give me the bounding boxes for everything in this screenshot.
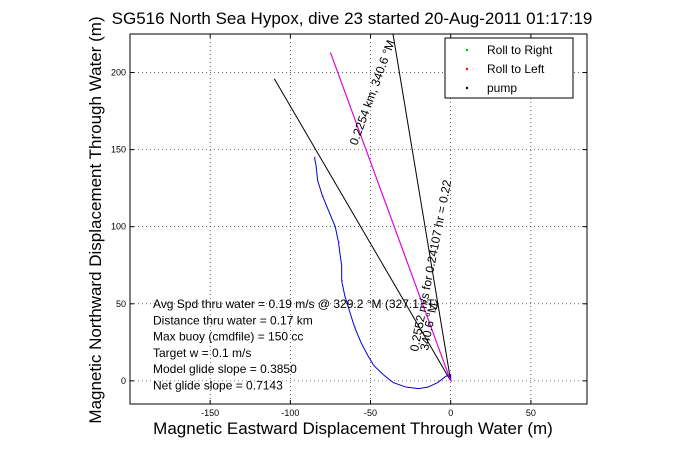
predicted-path-line bbox=[329, 52, 452, 382]
legend-label: Roll to Right bbox=[487, 43, 553, 57]
reference-line bbox=[273, 78, 452, 382]
legend-marker bbox=[465, 67, 469, 71]
x-tick-label: 50 bbox=[526, 408, 536, 418]
stat-annotation: Model glide slope = 0.3850 bbox=[153, 362, 297, 376]
stat-annotation: Target w = 0.1 m/s bbox=[153, 346, 251, 360]
ticks: -150 -100 -50 0 50 0 50 100 150 200 bbox=[111, 34, 587, 418]
y-tick-label: 100 bbox=[111, 222, 126, 232]
track-point bbox=[405, 386, 408, 388]
y-tick-label: 200 bbox=[111, 68, 126, 78]
legend-marker bbox=[465, 86, 469, 90]
x-tick-label: -150 bbox=[201, 408, 219, 418]
x-tick-label: 0 bbox=[448, 408, 453, 418]
track-point bbox=[341, 279, 343, 282]
track-point bbox=[322, 195, 324, 197]
annotations: Avg Spd thru water = 0.19 m/s @ 329.2 °M… bbox=[153, 297, 438, 393]
track-point bbox=[314, 156, 316, 159]
y-tick-label: 50 bbox=[116, 299, 126, 309]
legend-label: pump bbox=[487, 81, 517, 95]
stat-annotation: Max buoy (cmdfile) = 150 cc bbox=[153, 330, 303, 344]
stat-annotation: Net glide slope = 0.7143 bbox=[153, 379, 283, 393]
x-tick-label: -50 bbox=[364, 408, 377, 418]
y-axis-label: Magnetic Northward Displacement Through … bbox=[86, 16, 105, 423]
x-tick-label: -100 bbox=[281, 408, 299, 418]
reference-line bbox=[392, 33, 452, 381]
x-axis-label: Magnetic Eastward Displacement Through W… bbox=[153, 419, 553, 438]
track-point bbox=[338, 241, 340, 243]
track-point bbox=[437, 381, 440, 384]
legend: Roll to Right Roll to Left pump bbox=[444, 37, 574, 99]
stat-annotation: Avg Spd thru water = 0.19 m/s @ 329.2 °M… bbox=[153, 297, 438, 311]
track-point bbox=[354, 326, 356, 328]
legend-marker bbox=[465, 48, 469, 52]
stat-annotation: Distance thru water = 0.17 km bbox=[153, 313, 313, 327]
legend-label: Roll to Left bbox=[487, 62, 545, 76]
track-point bbox=[373, 364, 376, 367]
series bbox=[313, 52, 453, 390]
y-tick-label: 0 bbox=[121, 376, 126, 386]
y-tick-label: 150 bbox=[111, 145, 126, 155]
chart-title: SG516 North Sea Hypox, dive 23 started 2… bbox=[112, 9, 593, 28]
